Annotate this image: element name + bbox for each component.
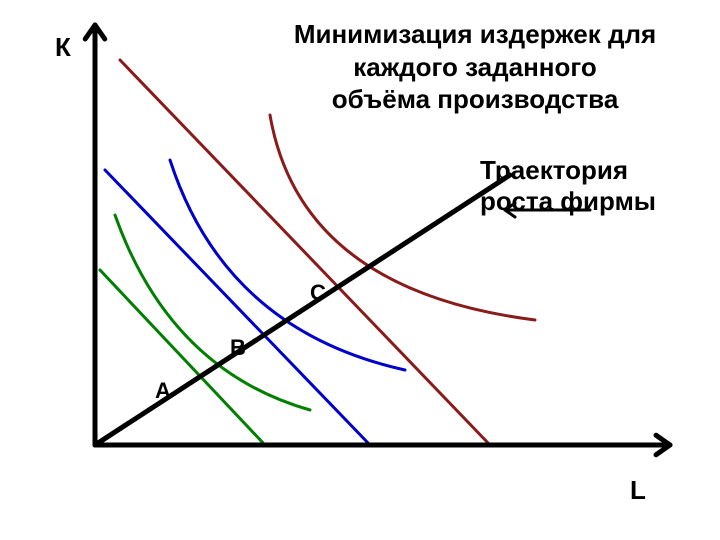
title-line3: объёма производства bbox=[332, 84, 619, 114]
point-label-c: C bbox=[310, 280, 326, 306]
isocost-line-2 bbox=[120, 60, 490, 445]
title-line2: каждого заданного bbox=[353, 52, 597, 82]
expansion-label-line1: Траектория bbox=[480, 155, 628, 185]
expansion-path-label: Траектория роста фирмы bbox=[480, 155, 656, 217]
x-axis-label: L bbox=[630, 475, 646, 506]
chart-title: Минимизация издержек для каждого заданно… bbox=[245, 18, 705, 116]
isocost-line-1 bbox=[105, 170, 370, 445]
y-axis-label: К bbox=[55, 32, 71, 63]
expansion-path bbox=[95, 175, 510, 445]
point-label-a: A bbox=[155, 378, 171, 404]
expansion-label-line2: роста фирмы bbox=[480, 186, 656, 216]
isoquant-curve-0 bbox=[115, 215, 310, 410]
title-line1: Минимизация издержек для bbox=[294, 19, 656, 49]
point-label-b: B bbox=[230, 335, 246, 361]
